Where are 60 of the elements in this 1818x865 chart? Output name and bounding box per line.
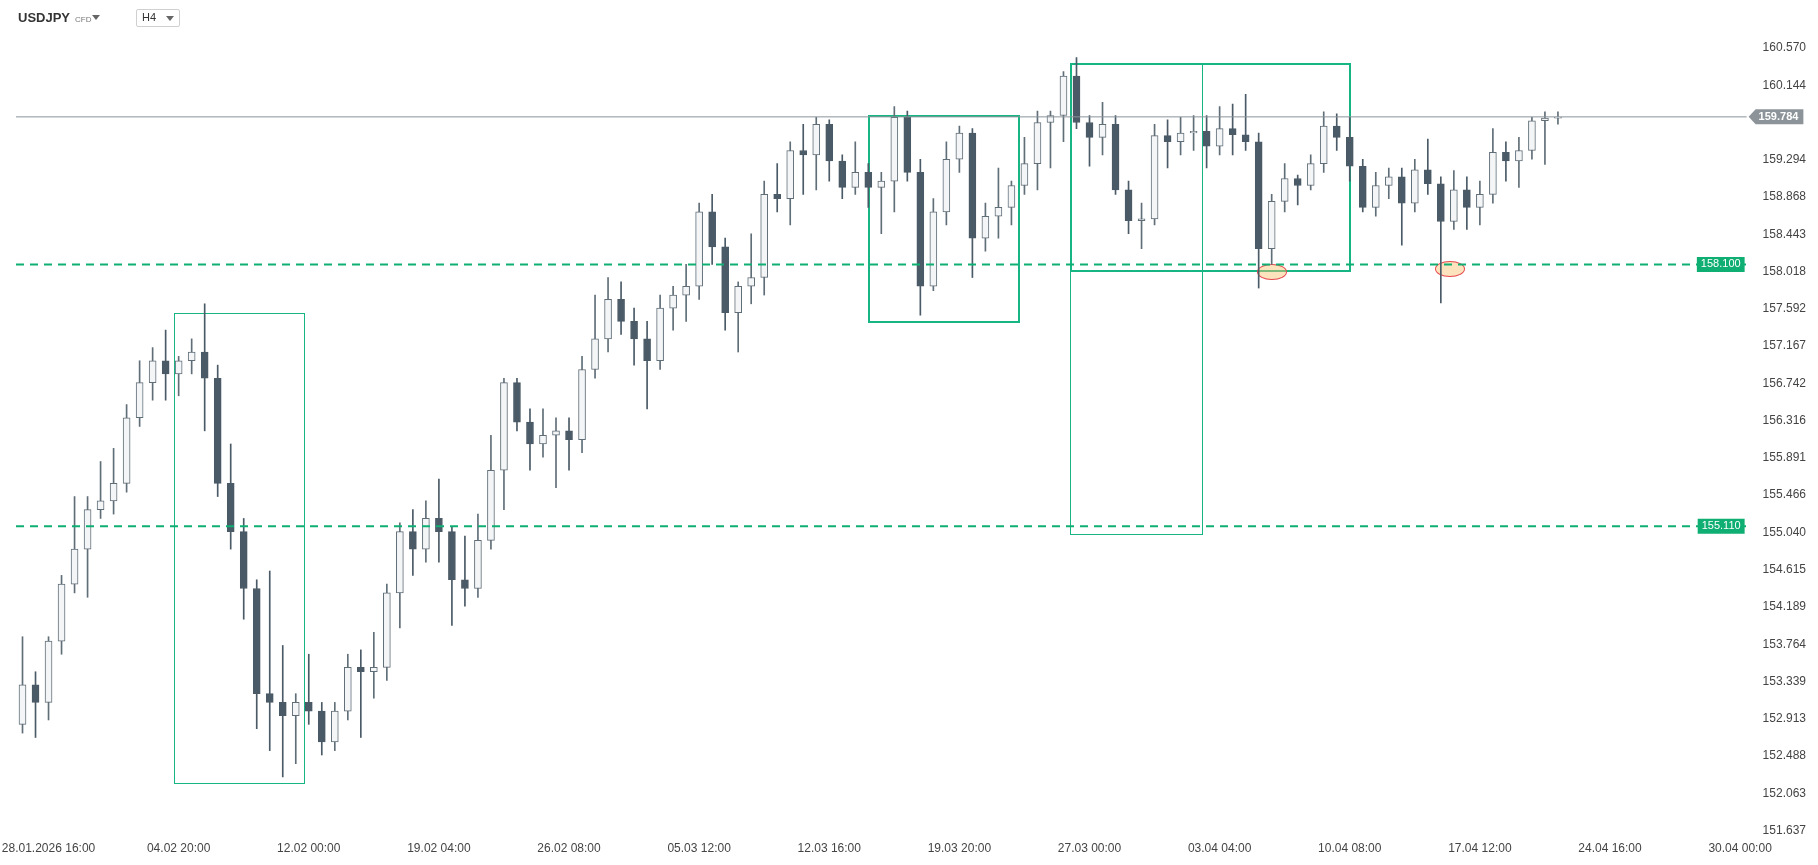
- y-tick-label: 152.488: [1762, 748, 1807, 763]
- y-tick-label: 151.637: [1762, 822, 1807, 837]
- candlestick: [356, 649, 365, 738]
- y-tick-label: 158.018: [1762, 263, 1807, 278]
- candlestick: [552, 417, 560, 489]
- y-tick-label: 160.570: [1762, 40, 1807, 55]
- x-tick-label: 30.04 00:00: [1708, 841, 1773, 856]
- ref-line-label: 159.784: [1758, 109, 1800, 122]
- x-tick-label: 05.03 12:00: [667, 841, 732, 856]
- candlestick: [265, 570, 274, 751]
- candlestick: [877, 172, 886, 235]
- candlestick: [461, 535, 469, 607]
- y-tick-label: 155.040: [1762, 524, 1807, 539]
- candlestick: [304, 653, 313, 725]
- y-tick-label: 157.592: [1762, 301, 1807, 316]
- x-tick-label: 04.02 20:00: [146, 841, 211, 856]
- candlestick: [370, 632, 378, 699]
- y-tick-label: 152.063: [1762, 785, 1807, 800]
- candlestick: [278, 645, 287, 778]
- x-tick-label: 19.03 20:00: [927, 841, 992, 856]
- candlestick: [747, 233, 756, 305]
- candlestick: [1515, 137, 1523, 188]
- y-tick-label: 153.764: [1762, 636, 1807, 651]
- ref-line-label: 158.100: [1700, 257, 1741, 270]
- x-tick-label: 12.03 16:00: [797, 841, 862, 856]
- text: H4: [142, 11, 157, 23]
- candlestick: [539, 408, 547, 458]
- y-tick-label: 155.466: [1762, 487, 1807, 502]
- chart-subtitle: CFD: [75, 15, 92, 24]
- ref-line-label: 155.110: [1701, 519, 1741, 532]
- y-tick-label: 155.891: [1762, 450, 1807, 465]
- candlestick: [1502, 141, 1510, 182]
- candlestick: [643, 321, 651, 410]
- y-tick-label: 157.167: [1762, 338, 1807, 353]
- candlestick: [565, 417, 573, 471]
- y-tick-label: 154.615: [1762, 562, 1807, 577]
- y-tick-label: 160.144: [1762, 77, 1807, 92]
- y-tick-label: 154.189: [1762, 599, 1807, 614]
- candlestick: [773, 163, 782, 213]
- x-tick-label: 28.01.2026 16:00: [1, 841, 96, 856]
- y-tick-label: 153.339: [1762, 673, 1807, 688]
- y-tick-label: 156.742: [1762, 375, 1807, 390]
- candlestick: [291, 693, 300, 765]
- x-tick-label: 27.03 00:00: [1057, 841, 1122, 856]
- candlestick: [682, 264, 690, 322]
- y-tick-label: 152.913: [1762, 711, 1807, 726]
- candlestick: [200, 303, 209, 432]
- x-tick-label: 10.04 08:00: [1318, 841, 1382, 856]
- x-tick-label: 12.02 00:00: [277, 841, 341, 856]
- x-tick-label: 03.04 04:00: [1187, 841, 1252, 856]
- x-tick-label: 26.02 08:00: [537, 841, 602, 856]
- y-tick-label: 156.316: [1762, 413, 1807, 427]
- x-tick-label: 24.04 16:00: [1578, 841, 1643, 856]
- y-tick-label: 158.868: [1762, 189, 1807, 204]
- x-tick-label: 17.04 12:00: [1448, 841, 1512, 856]
- candlestick: [799, 123, 808, 195]
- chart-title: USDJPY: [18, 10, 71, 25]
- y-tick-label: 159.294: [1762, 152, 1807, 167]
- x-tick-label: 19.02 04:00: [407, 841, 471, 856]
- y-tick-label: 158.443: [1762, 226, 1807, 241]
